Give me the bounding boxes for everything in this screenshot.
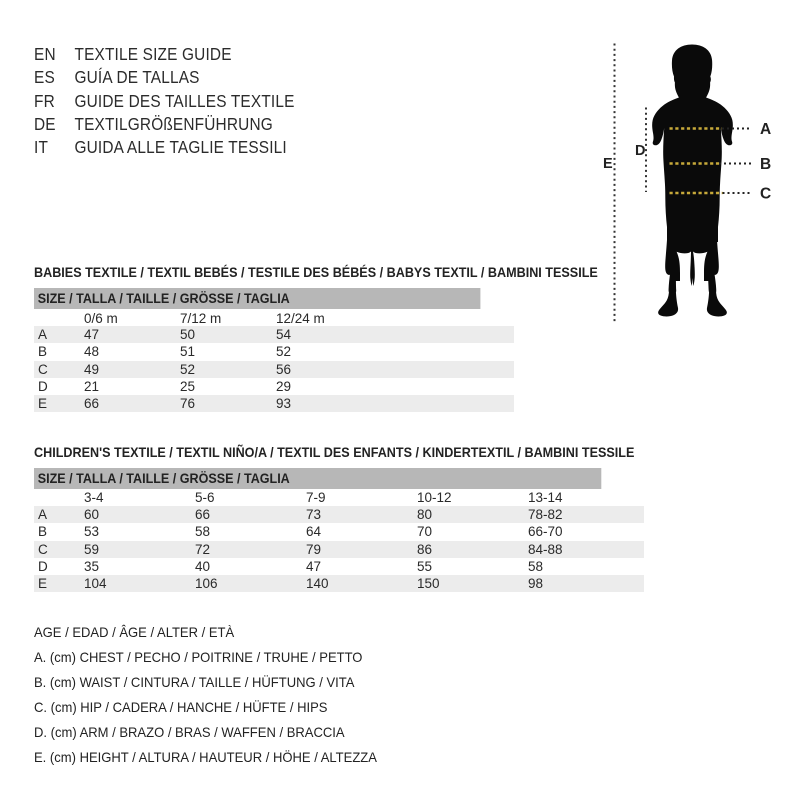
svg-text:B: B <box>760 156 771 173</box>
svg-text:D: D <box>635 143 645 159</box>
svg-text:A: A <box>760 121 771 138</box>
svg-text:C: C <box>760 186 771 203</box>
svg-text:E: E <box>603 156 613 172</box>
